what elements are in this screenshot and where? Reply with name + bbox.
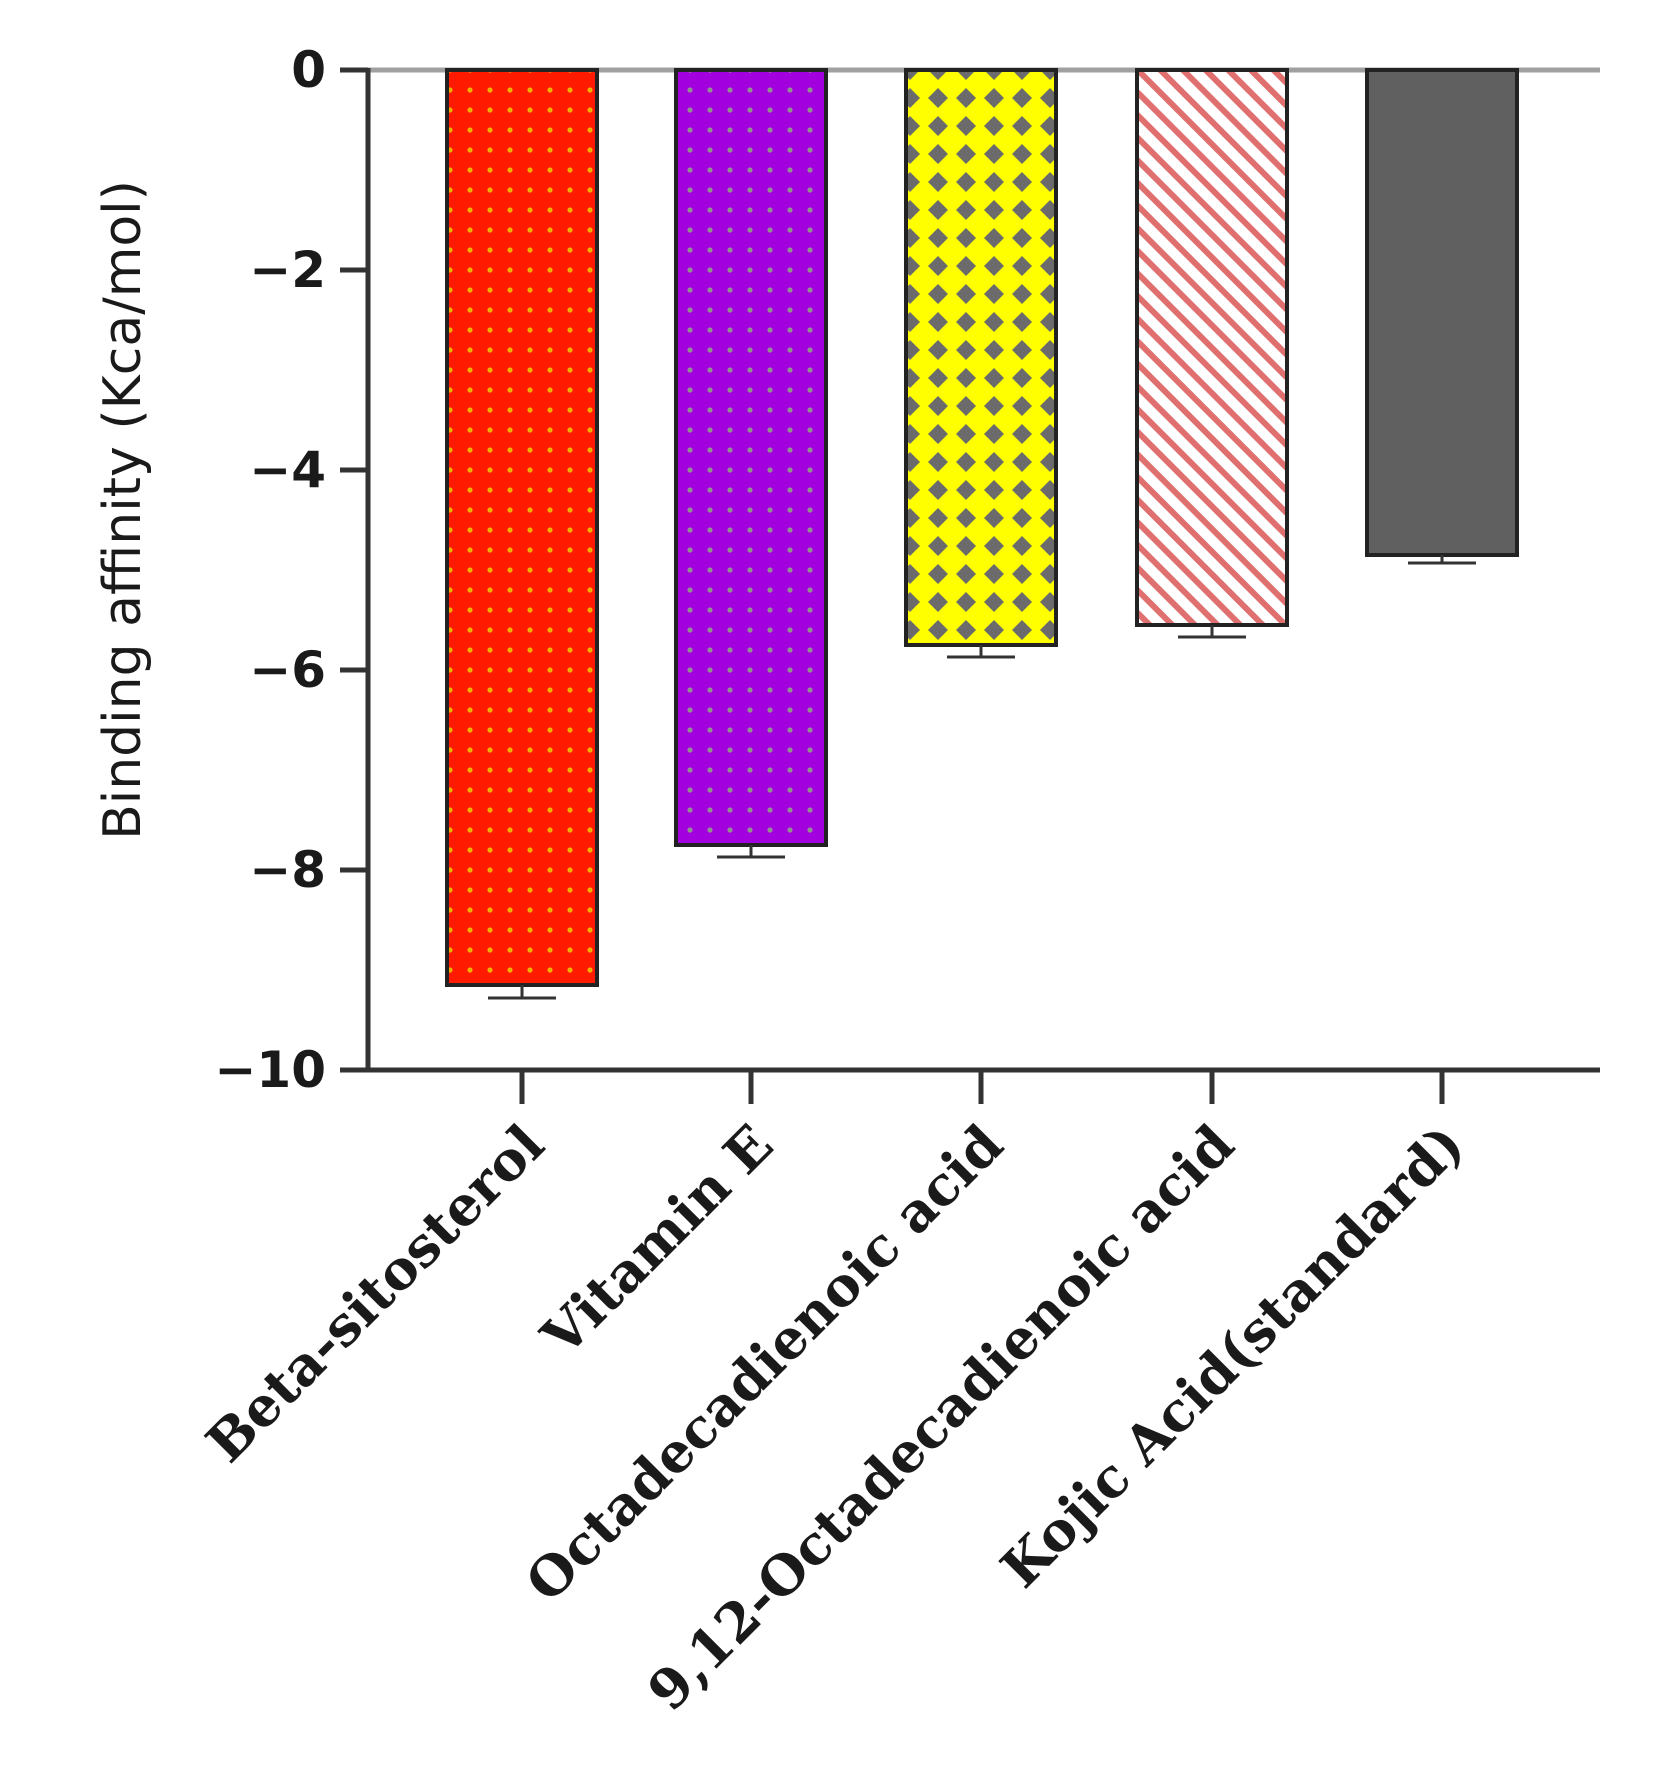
- y-tick-label: −10: [215, 1041, 326, 1099]
- plot-area: 0 −2 −4 −6 −8 −10 Binding affinity (Kca/mol) Be…: [93, 41, 1600, 1723]
- bar: [1135, 68, 1289, 627]
- y-tick-label: −4: [249, 441, 326, 499]
- x-category-label: Kojic Acid(standard): [988, 1112, 1476, 1600]
- x-category-label: Beta-sitosterol: [194, 1112, 557, 1475]
- bar: [674, 68, 828, 847]
- y-tick-label: 0: [291, 41, 326, 99]
- y-tick-label: −6: [249, 641, 326, 699]
- y-tick-label: −8: [249, 841, 326, 899]
- bar: [1365, 68, 1519, 557]
- y-axis-title: Binding affinity (Kca/mol): [93, 180, 153, 840]
- y-tick-label: −2: [249, 241, 326, 299]
- x-category-label: Vitamin E: [528, 1112, 785, 1369]
- bar: [904, 68, 1058, 647]
- x-category-label: Octadecadienoic acid: [513, 1112, 1015, 1614]
- bar: [445, 68, 599, 987]
